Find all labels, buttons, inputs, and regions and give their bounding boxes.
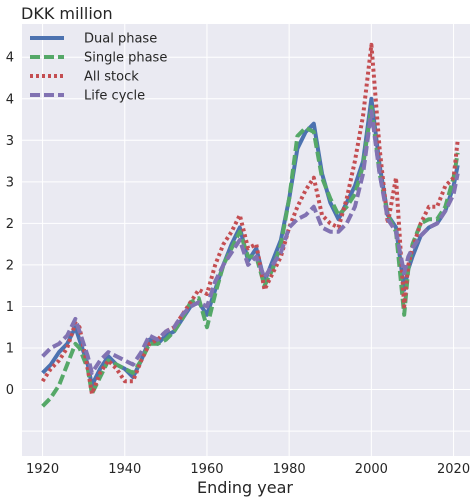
y-tick-label: 1: [6, 342, 14, 357]
legend-label: All stock: [84, 70, 139, 85]
y-tick-label: 2: [6, 217, 14, 232]
x-axis: 1920 1940 1960 1980 2000 2020: [26, 462, 470, 477]
y-tick-label: 2: [6, 258, 14, 273]
x-tick-label: 2020: [437, 462, 470, 477]
y-tick-label: 4: [6, 92, 14, 107]
chart-title: DKK million: [21, 4, 113, 23]
x-tick-label: 1920: [26, 462, 59, 477]
legend-label: Life cycle: [84, 89, 145, 104]
x-tick-label: 1980: [273, 462, 306, 477]
x-tick-label: 1960: [190, 462, 223, 477]
y-tick-label: 0: [6, 383, 14, 398]
legend-label: Dual phase: [84, 32, 157, 47]
x-axis-label: Ending year: [197, 478, 293, 497]
x-tick-label: 1940: [108, 462, 141, 477]
y-tick-label: 3: [6, 134, 14, 149]
x-tick-label: 2000: [355, 462, 388, 477]
series-group: [40, 42, 460, 408]
y-tick-label: 1: [6, 300, 14, 315]
y-axis: 0 1 1 2 2 3 3 4 4: [6, 51, 14, 398]
series-line-all-stock: [40, 42, 460, 396]
y-tick-label: 3: [6, 175, 14, 190]
legend: Dual phase Single phase All stock Life cycl…: [30, 32, 167, 104]
y-tick-label: 4: [6, 51, 14, 66]
legend-label: Single phase: [84, 51, 167, 66]
series-line-life-cycle: [41, 109, 460, 375]
